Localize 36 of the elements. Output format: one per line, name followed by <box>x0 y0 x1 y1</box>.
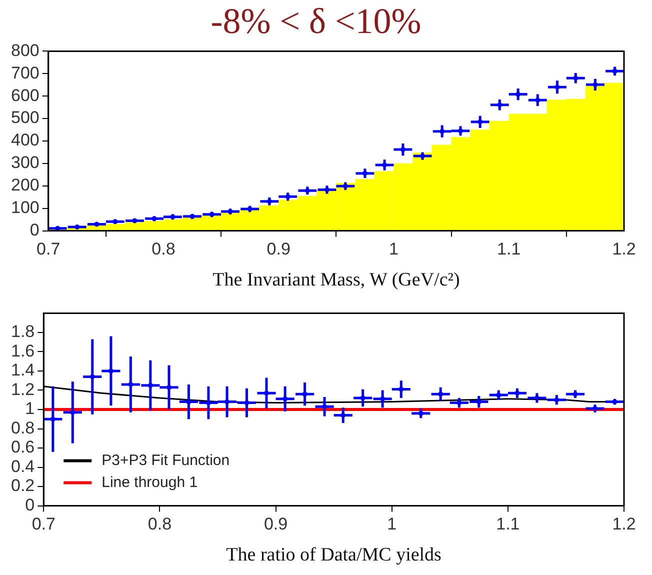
x-tick-label: 0.9 <box>264 514 288 534</box>
chart-title: -8% < δ <10% <box>210 1 422 42</box>
y-tick-label: 0.4 <box>10 456 35 476</box>
x-tick-label: 1.2 <box>612 514 636 534</box>
x-tick-label: 1.2 <box>612 240 636 259</box>
y-tick-label: 100 <box>10 198 40 218</box>
y-tick-label: 0 <box>30 220 40 240</box>
y-tick-label: 1.8 <box>10 322 35 342</box>
legend-label: P3+P3 Fit Function <box>102 452 230 469</box>
y-tick-label: 0 <box>25 495 35 514</box>
y-tick-label: 500 <box>10 108 40 128</box>
y-tick-label: 1.4 <box>10 360 35 380</box>
x-tick-label: 1.1 <box>497 240 521 259</box>
x-axis-title: The ratio of Data/MC yields <box>226 544 442 566</box>
y-tick-label: 600 <box>10 86 40 105</box>
y-tick-label: 0.8 <box>10 418 35 438</box>
y-tick-label: 800 <box>10 40 40 60</box>
x-tick-label: 0.8 <box>148 514 172 534</box>
x-tick-label: 0.7 <box>36 240 60 259</box>
y-tick-label: 1.2 <box>10 380 35 399</box>
y-tick-label: 300 <box>10 153 40 172</box>
x-tick-label: 0.8 <box>152 240 176 259</box>
y-tick-label: 1.6 <box>10 341 35 360</box>
y-tick-label: 200 <box>10 176 40 195</box>
legend-label: Line through 1 <box>102 474 198 491</box>
x-tick-label: 0.9 <box>266 240 290 259</box>
x-tick-label: 1 <box>387 514 397 534</box>
x-tick-label: 1 <box>389 240 398 259</box>
x-axis-title: The Invariant Mass, W (GeV/c²) <box>212 270 460 291</box>
x-tick-label: 1.1 <box>496 514 520 534</box>
y-tick-label: 700 <box>10 63 40 82</box>
y-tick-label: 1 <box>25 399 35 418</box>
y-tick-label: 0.6 <box>10 438 35 457</box>
y-tick-label: 400 <box>10 130 40 150</box>
x-tick-label: 0.7 <box>32 514 56 534</box>
y-tick-label: 0.2 <box>10 476 35 496</box>
